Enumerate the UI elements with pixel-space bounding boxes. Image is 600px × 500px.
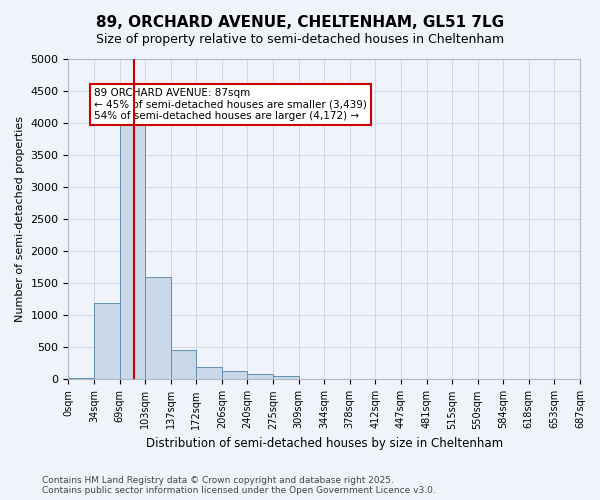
Bar (94, 302, 119, 380)
Bar (171, 350, 196, 380)
Text: Contains HM Land Registry data © Crown copyright and database right 2025.
Contai: Contains HM Land Registry data © Crown c… (42, 476, 436, 495)
Bar (273, 376, 299, 380)
Text: Size of property relative to semi-detached houses in Cheltenham: Size of property relative to semi-detach… (96, 32, 504, 46)
Bar (222, 371, 247, 380)
Bar (119, 120, 145, 380)
Y-axis label: Number of semi-detached properties: Number of semi-detached properties (15, 116, 25, 322)
Bar (68, 378, 94, 380)
Text: 89, ORCHARD AVENUE, CHELTENHAM, GL51 7LG: 89, ORCHARD AVENUE, CHELTENHAM, GL51 7LG (96, 15, 504, 30)
Bar (196, 366, 222, 380)
X-axis label: Distribution of semi-detached houses by size in Cheltenham: Distribution of semi-detached houses by … (146, 437, 503, 450)
Bar (145, 277, 171, 380)
Bar (247, 374, 273, 380)
Text: 89 ORCHARD AVENUE: 87sqm
← 45% of semi-detached houses are smaller (3,439)
54% o: 89 ORCHARD AVENUE: 87sqm ← 45% of semi-d… (94, 88, 367, 121)
